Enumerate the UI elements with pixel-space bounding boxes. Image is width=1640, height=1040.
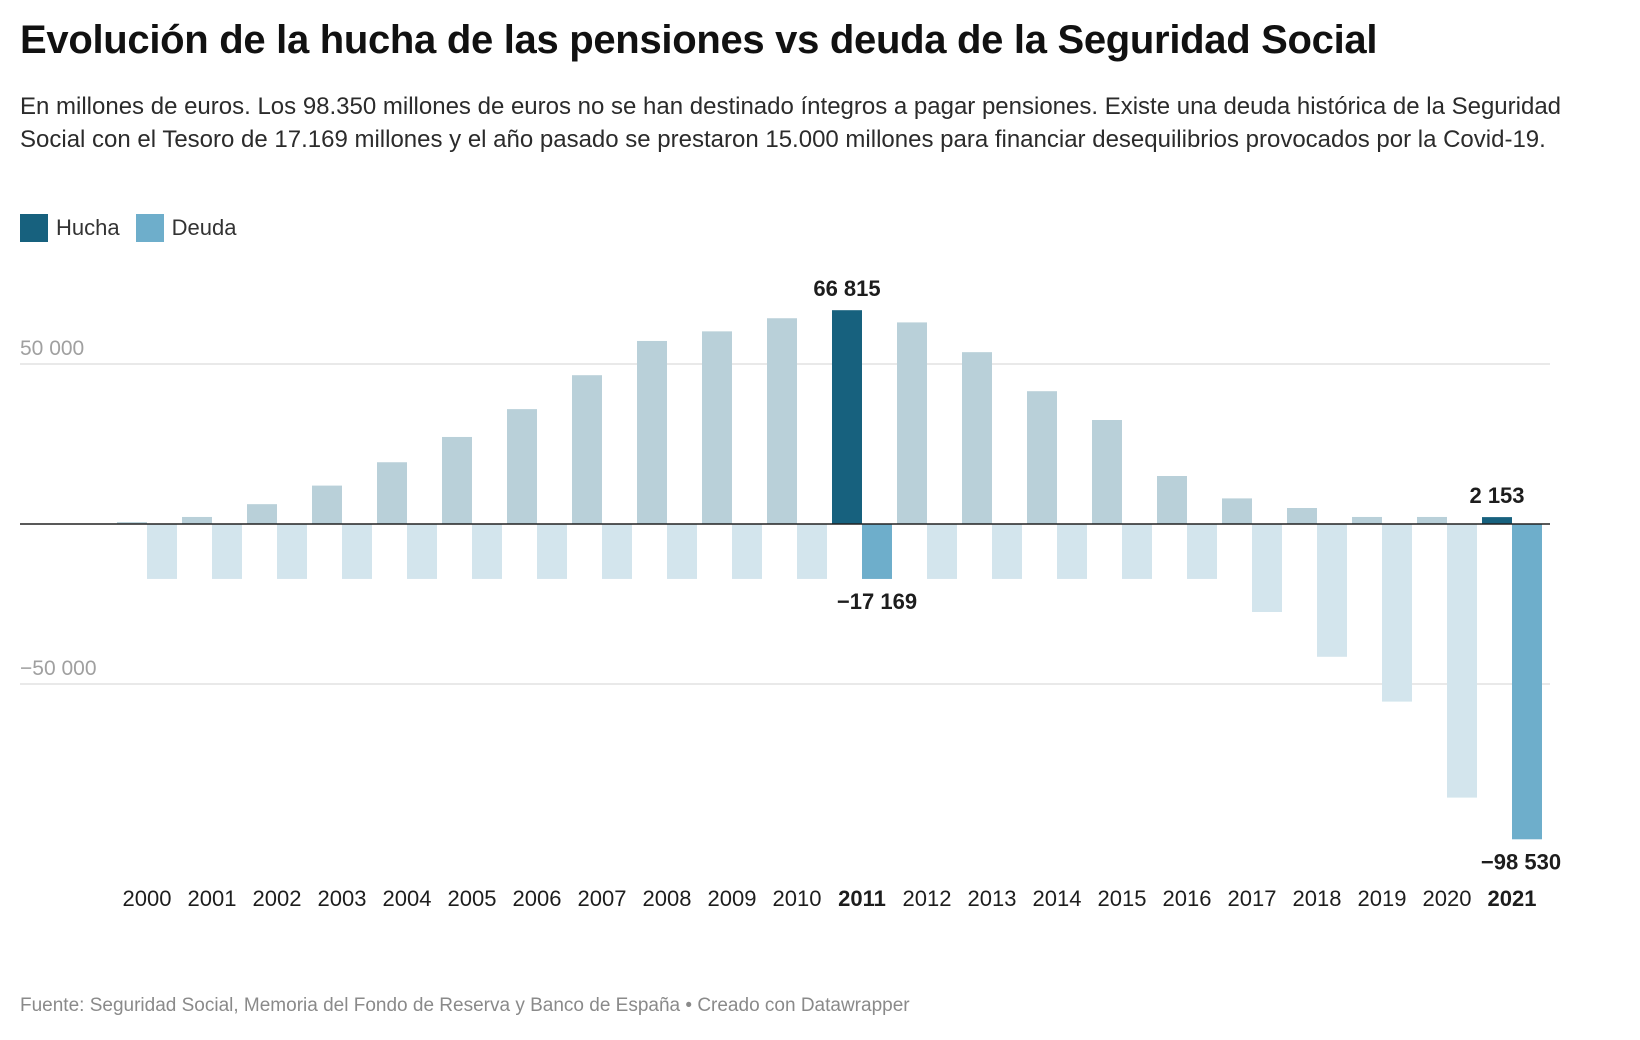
x-tick-label-2012: 2012 <box>903 886 952 911</box>
x-tick-label-2002: 2002 <box>253 886 302 911</box>
legend: Hucha Deuda <box>20 214 252 242</box>
bar-deuda-2011 <box>862 524 892 579</box>
bar-hucha-2021 <box>1482 517 1512 524</box>
chart-subtitle: En millones de euros. Los 98.350 millone… <box>20 93 1562 153</box>
bar-deuda-2001 <box>212 524 242 579</box>
bar-deuda-2018 <box>1317 524 1347 657</box>
bar-hucha-2012 <box>897 322 927 524</box>
x-tick-label-2003: 2003 <box>318 886 367 911</box>
bar-deuda-2006 <box>537 524 567 579</box>
bar-deuda-2010 <box>797 524 827 579</box>
x-tick-label-2020: 2020 <box>1423 886 1472 911</box>
bar-hucha-2017 <box>1222 498 1252 524</box>
x-tick-label-2018: 2018 <box>1293 886 1342 911</box>
x-tick-label-2010: 2010 <box>773 886 822 911</box>
x-tick-label-2007: 2007 <box>578 886 627 911</box>
bar-hucha-2010 <box>767 318 797 524</box>
x-tick-label-2021: 2021 <box>1488 886 1537 911</box>
legend-item-hucha: Hucha <box>20 214 120 242</box>
legend-label-hucha: Hucha <box>56 215 120 240</box>
bar-deuda-2002 <box>277 524 307 579</box>
x-tick-label-2006: 2006 <box>513 886 562 911</box>
data-label-deuda-2011: −17 169 <box>837 589 917 614</box>
bar-hucha-2013 <box>962 352 992 524</box>
x-tick-label-2016: 2016 <box>1163 886 1212 911</box>
bar-hucha-2020 <box>1417 516 1447 524</box>
x-tick-label-2009: 2009 <box>708 886 757 911</box>
x-tick-label-2017: 2017 <box>1228 886 1277 911</box>
bar-hucha-2000 <box>117 522 147 524</box>
bar-hucha-2014 <box>1027 391 1057 524</box>
bar-hucha-2003 <box>312 485 342 524</box>
data-label-hucha-2021: 2 153 <box>1469 483 1524 508</box>
bar-deuda-2005 <box>472 524 502 579</box>
bar-deuda-2015 <box>1122 524 1152 579</box>
chart-title: Evolución de la hucha de las pensiones v… <box>20 18 1378 62</box>
bar-deuda-2020 <box>1447 524 1477 798</box>
x-tick-label-2000: 2000 <box>123 886 172 911</box>
bar-hucha-2008 <box>637 340 667 524</box>
bar-hucha-2018 <box>1287 508 1317 524</box>
bar-hucha-2006 <box>507 409 537 524</box>
bar-chart: 50 000 −50 000 2000 2001 2002 2003 2004 2005 200… <box>20 276 1561 911</box>
bar-hucha-2011 <box>832 310 862 524</box>
data-label-hucha-2011: 66 815 <box>813 276 880 301</box>
legend-label-deuda: Deuda <box>171 215 237 240</box>
bar-hucha-2005 <box>442 436 472 524</box>
bar-deuda-2008 <box>667 524 697 579</box>
bar-hucha-2016 <box>1157 476 1187 524</box>
bar-deuda-2019 <box>1382 524 1412 702</box>
bar-deuda-2021 <box>1512 524 1542 840</box>
legend-swatch-hucha <box>20 214 48 242</box>
y-tick-label: 50 000 <box>20 337 84 360</box>
bar-hucha-2015 <box>1092 420 1122 524</box>
bar-deuda-2004 <box>407 524 437 579</box>
y-tick-label: −50 000 <box>20 657 97 680</box>
source-footer: Fuente: Seguridad Social, Memoria del Fo… <box>20 995 910 1016</box>
x-tick-label-2015: 2015 <box>1098 886 1147 911</box>
bar-deuda-2014 <box>1057 524 1087 579</box>
bar-deuda-2007 <box>602 524 632 579</box>
bar-hucha-2009 <box>702 331 732 524</box>
x-tick-label-2005: 2005 <box>448 886 497 911</box>
legend-swatch-deuda <box>135 214 164 242</box>
x-tick-label-2011: 2011 <box>838 886 886 911</box>
bar-deuda-2012 <box>927 524 957 579</box>
x-tick-label-2004: 2004 <box>383 886 432 911</box>
bar-deuda-2016 <box>1187 524 1217 579</box>
x-tick-label-2019: 2019 <box>1358 886 1407 911</box>
x-tick-label-2013: 2013 <box>968 886 1017 911</box>
bar-deuda-2003 <box>342 524 372 579</box>
bar-hucha-2001 <box>182 516 212 524</box>
legend-item-deuda: Deuda <box>135 214 237 242</box>
bar-hucha-2007 <box>572 375 602 524</box>
bar-deuda-2009 <box>732 524 762 579</box>
x-tick-label-2001: 2001 <box>188 886 237 911</box>
bar-deuda-2000 <box>147 524 177 579</box>
bar-deuda-2013 <box>992 524 1022 579</box>
bar-hucha-2019 <box>1352 516 1382 524</box>
bar-deuda-2017 <box>1252 524 1282 612</box>
bar-hucha-2004 <box>377 462 407 524</box>
bar-hucha-2002 <box>247 504 277 524</box>
x-tick-label-2008: 2008 <box>643 886 692 911</box>
x-tick-label-2014: 2014 <box>1033 886 1082 911</box>
data-label-deuda-2021: −98 530 <box>1481 849 1561 874</box>
